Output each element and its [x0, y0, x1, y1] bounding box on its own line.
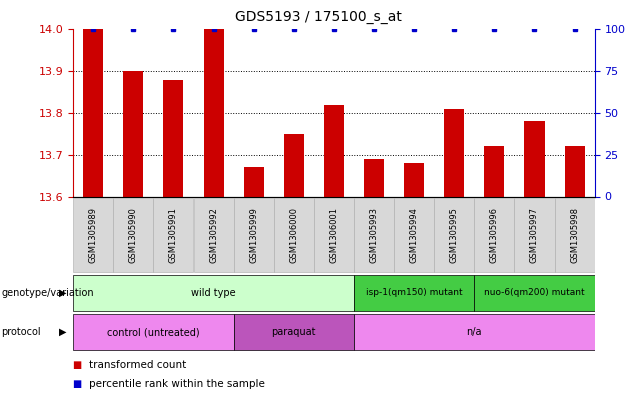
Text: GSM1305997: GSM1305997	[530, 207, 539, 263]
Text: GSM1305996: GSM1305996	[490, 207, 499, 263]
Bar	[444, 109, 464, 196]
Bar	[193, 198, 233, 272]
Bar	[364, 159, 384, 196]
Text: ■: ■	[73, 360, 85, 370]
Bar	[555, 198, 595, 272]
Text: GSM1306000: GSM1306000	[289, 207, 298, 263]
Text: genotype/variation: genotype/variation	[1, 288, 94, 298]
Text: GSM1305989: GSM1305989	[88, 207, 98, 263]
Bar	[394, 198, 434, 272]
Bar	[485, 147, 504, 196]
Bar	[515, 198, 555, 272]
Bar	[244, 167, 264, 196]
Bar	[233, 314, 354, 350]
Text: isp-1(qm150) mutant: isp-1(qm150) mutant	[366, 288, 462, 297]
Text: ▶: ▶	[59, 288, 67, 298]
Bar	[284, 134, 304, 196]
Bar	[83, 29, 103, 196]
Text: GSM1306001: GSM1306001	[329, 207, 338, 263]
Text: GSM1305990: GSM1305990	[129, 207, 138, 263]
Bar	[565, 147, 584, 196]
Text: GSM1305995: GSM1305995	[450, 207, 459, 263]
Bar	[525, 121, 544, 196]
Text: GSM1305992: GSM1305992	[209, 207, 218, 263]
Bar	[73, 275, 354, 311]
Bar	[73, 314, 233, 350]
Text: GSM1305991: GSM1305991	[169, 207, 178, 263]
Text: nuo-6(qm200) mutant: nuo-6(qm200) mutant	[484, 288, 584, 297]
Text: transformed count: transformed count	[89, 360, 186, 370]
Bar	[233, 198, 273, 272]
Text: GSM1305994: GSM1305994	[410, 207, 418, 263]
Text: wild type: wild type	[191, 288, 236, 298]
Text: ▶: ▶	[59, 327, 67, 337]
Bar	[314, 198, 354, 272]
Bar	[434, 198, 474, 272]
Bar	[324, 105, 344, 196]
Text: GDS5193 / 175100_s_at: GDS5193 / 175100_s_at	[235, 10, 401, 24]
Bar	[474, 198, 515, 272]
Bar	[354, 198, 394, 272]
Bar	[163, 80, 183, 196]
Text: GSM1305999: GSM1305999	[249, 207, 258, 263]
Text: control (untreated): control (untreated)	[107, 327, 200, 337]
Bar	[404, 163, 424, 196]
Text: n/a: n/a	[467, 327, 482, 337]
Bar	[474, 275, 595, 311]
Bar	[354, 275, 474, 311]
Bar	[73, 198, 113, 272]
Text: GSM1305998: GSM1305998	[570, 207, 579, 263]
Bar	[153, 198, 193, 272]
Text: percentile rank within the sample: percentile rank within the sample	[89, 379, 265, 389]
Text: paraquat: paraquat	[272, 327, 316, 337]
Text: GSM1305993: GSM1305993	[370, 207, 378, 263]
Bar	[354, 314, 595, 350]
Bar	[204, 29, 224, 196]
Bar	[273, 198, 314, 272]
Bar	[123, 71, 143, 196]
Text: protocol: protocol	[1, 327, 41, 337]
Text: ■: ■	[73, 379, 85, 389]
Bar	[113, 198, 153, 272]
